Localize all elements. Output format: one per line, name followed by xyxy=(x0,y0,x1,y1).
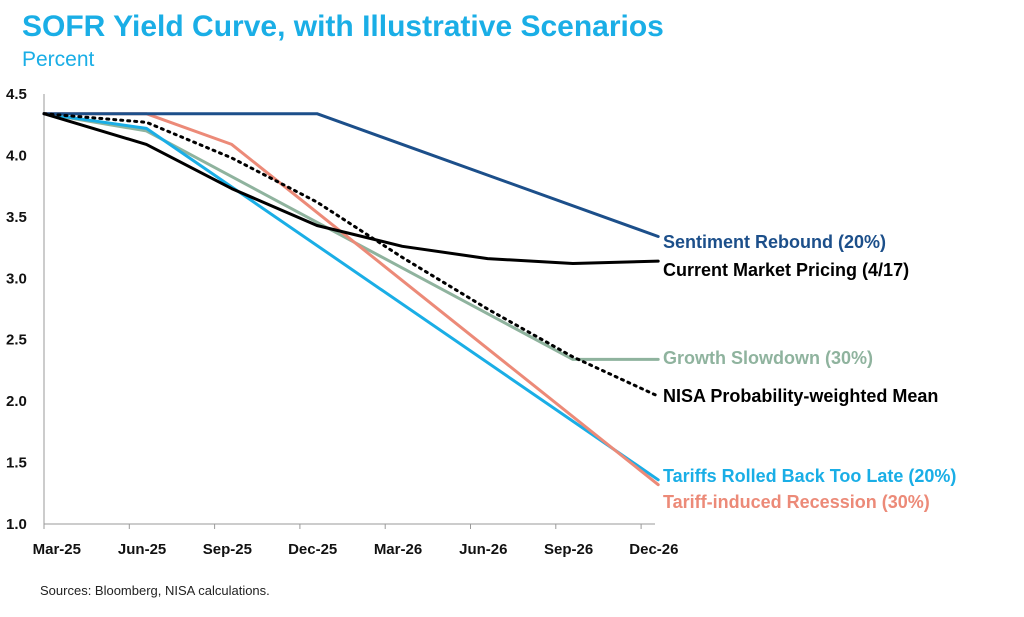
y-tick-label: 1.5 xyxy=(6,455,27,472)
series-label-growth-slowdown: Growth Slowdown (30%) xyxy=(663,348,873,368)
chart-series-lines xyxy=(42,112,660,487)
x-tick-label: Jun-26 xyxy=(459,541,507,558)
series-line-sentiment-rebound-20 xyxy=(42,112,660,238)
series-line-nisa-probability-weighted-mean xyxy=(42,112,660,398)
x-tick-label: Sep-26 xyxy=(544,541,593,558)
source-note: Sources: Bloomberg, NISA calculations. xyxy=(40,583,270,598)
y-tick-label: 3.0 xyxy=(6,270,27,287)
y-tick-label: 1.0 xyxy=(6,516,27,533)
y-tick-label: 2.0 xyxy=(6,393,27,410)
y-tick-label: 3.5 xyxy=(6,209,27,226)
series-label-sentiment-rebound: Sentiment Rebound (20%) xyxy=(663,232,886,252)
x-tick-label: Jun-25 xyxy=(118,541,166,558)
chart-axes: 1.0 1.5 2.0 2.5 3.0 3.5 4.0 4.5 Mar-25 Jun-25 Sep-… xyxy=(6,86,678,558)
series-line-growth-slowdown-30 xyxy=(42,112,660,361)
x-tick-label: Dec-26 xyxy=(629,541,678,558)
series-label-current-market-pricing: Current Market Pricing (4/17) xyxy=(663,260,909,280)
series-label-probability-weighted-mean: NISA Probability-weighted Mean xyxy=(663,386,938,406)
series-line-tariff-induced-recession-30 xyxy=(42,112,660,487)
y-tick-label: 4.5 xyxy=(6,86,27,103)
x-tick-label: Mar-26 xyxy=(374,541,422,558)
series-label-tariff-induced-recession: Tariff-induced Recession (30%) xyxy=(663,492,930,512)
series-label-tariffs-rolled-back: Tariffs Rolled Back Too Late (20%) xyxy=(663,466,956,486)
chart-title: SOFR Yield Curve, with Illustrative Scen… xyxy=(22,10,664,43)
x-tick-label: Mar-25 xyxy=(33,541,81,558)
series-line-current-market-pricing-4-17 xyxy=(42,112,660,265)
x-tick-label: Dec-25 xyxy=(288,541,337,558)
x-tick-label: Sep-25 xyxy=(203,541,252,558)
chart-series-labels: Sentiment Rebound (20%) Current Market P… xyxy=(663,232,956,512)
chart-subtitle: Percent xyxy=(22,48,95,71)
y-tick-label: 4.0 xyxy=(6,147,27,164)
y-tick-label: 2.5 xyxy=(6,332,27,349)
series-line-tariffs-rolled-back-too-late-20 xyxy=(42,112,660,482)
